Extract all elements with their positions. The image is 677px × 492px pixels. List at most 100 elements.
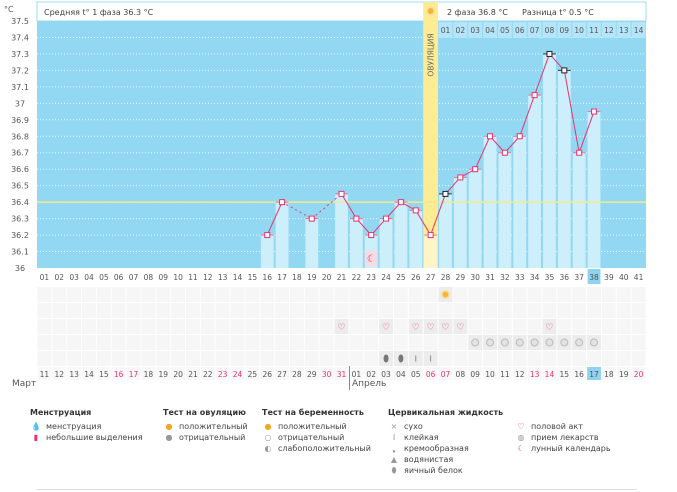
grid-cell[interactable] — [319, 319, 334, 334]
grid-cell[interactable] — [186, 351, 200, 366]
grid-cell[interactable] — [542, 351, 557, 366]
calendar-date-cell[interactable] — [230, 367, 245, 380]
grid-cell[interactable] — [438, 303, 453, 318]
grid-cell[interactable] — [141, 303, 156, 318]
grid-cell[interactable] — [587, 319, 601, 334]
grid-cell[interactable] — [601, 319, 616, 334]
grid-cell[interactable] — [512, 287, 527, 302]
calendar-date-cell[interactable] — [275, 367, 290, 380]
temperature-point[interactable] — [561, 67, 568, 74]
grid-cell[interactable] — [542, 287, 557, 302]
grid-cell[interactable] — [304, 351, 319, 366]
grid-cell[interactable] — [557, 287, 572, 302]
intercourse-cell[interactable] — [453, 319, 468, 334]
grid-cell[interactable] — [631, 303, 646, 318]
temperature-point[interactable] — [546, 50, 553, 57]
grid-cell[interactable] — [260, 303, 275, 318]
grid-cell[interactable] — [260, 351, 275, 366]
grid-cell[interactable] — [304, 287, 319, 302]
temperature-point[interactable] — [591, 108, 598, 115]
calendar-date-cell[interactable] — [453, 367, 468, 380]
grid-cell[interactable] — [364, 335, 379, 350]
grid-cell[interactable] — [631, 335, 646, 350]
intercourse-cell[interactable] — [334, 319, 349, 334]
grid-cell[interactable] — [349, 319, 364, 334]
grid-cell[interactable] — [557, 303, 572, 318]
temperature-point[interactable] — [308, 215, 315, 222]
grid-cell[interactable] — [82, 319, 96, 334]
grid-cell[interactable] — [527, 287, 542, 302]
calendar-date-cell[interactable] — [245, 367, 260, 380]
grid-cell[interactable] — [111, 351, 126, 366]
grid-cell[interactable] — [290, 319, 304, 334]
temperature-point[interactable] — [264, 232, 271, 239]
grid-cell[interactable] — [126, 351, 141, 366]
grid-cell[interactable] — [557, 319, 572, 334]
grid-cell[interactable] — [616, 351, 631, 366]
calendar-date-cell[interactable] — [483, 367, 497, 380]
grid-cell[interactable] — [37, 335, 52, 350]
calendar-date-cell[interactable] — [141, 367, 156, 380]
grid-cell[interactable] — [260, 335, 275, 350]
grid-cell[interactable] — [275, 303, 290, 318]
grid-cell[interactable] — [52, 319, 67, 334]
grid-cell[interactable] — [304, 303, 319, 318]
grid-cell[interactable] — [527, 351, 542, 366]
grid-cell[interactable] — [587, 287, 601, 302]
grid-cell[interactable] — [52, 303, 67, 318]
grid-cell[interactable] — [497, 303, 512, 318]
grid-cell[interactable] — [497, 351, 512, 366]
calendar-date-cell[interactable] — [67, 367, 82, 380]
temperature-point[interactable] — [427, 232, 434, 239]
grid-cell[interactable] — [230, 287, 245, 302]
grid-cell[interactable] — [96, 287, 111, 302]
calendar-date-cell[interactable] — [542, 367, 557, 380]
grid-cell[interactable] — [393, 335, 408, 350]
grid-cell[interactable] — [215, 319, 230, 334]
calendar-date-cell[interactable] — [631, 367, 646, 380]
calendar-date-cell[interactable] — [82, 367, 96, 380]
calendar-date-cell[interactable] — [349, 367, 364, 380]
grid-cell[interactable] — [275, 335, 290, 350]
temperature-point[interactable] — [442, 190, 449, 197]
temperature-point[interactable] — [412, 207, 419, 214]
calendar-date-cell[interactable] — [111, 367, 126, 380]
grid-cell[interactable] — [572, 319, 587, 334]
grid-cell[interactable] — [512, 303, 527, 318]
grid-cell[interactable] — [616, 335, 631, 350]
grid-cell[interactable] — [483, 351, 497, 366]
grid-cell[interactable] — [319, 303, 334, 318]
grid-cell[interactable] — [364, 303, 379, 318]
intercourse-cell[interactable] — [408, 319, 423, 334]
grid-cell[interactable] — [200, 335, 215, 350]
grid-cell[interactable] — [96, 303, 111, 318]
grid-cell[interactable] — [334, 303, 349, 318]
calendar-date-cell[interactable] — [379, 367, 393, 380]
grid-cell[interactable] — [349, 303, 364, 318]
grid-cell[interactable] — [468, 303, 483, 318]
calendar-date-cell[interactable] — [423, 367, 438, 380]
grid-cell[interactable] — [96, 319, 111, 334]
grid-cell[interactable] — [37, 351, 52, 366]
grid-cell[interactable] — [379, 303, 393, 318]
temperature-point[interactable] — [576, 149, 583, 156]
grid-cell[interactable] — [67, 351, 82, 366]
grid-cell[interactable] — [423, 335, 438, 350]
grid-cell[interactable] — [111, 335, 126, 350]
calendar-date-cell[interactable] — [96, 367, 111, 380]
grid-cell[interactable] — [453, 335, 468, 350]
temperature-point[interactable] — [531, 92, 538, 99]
grid-cell[interactable] — [67, 287, 82, 302]
grid-cell[interactable] — [393, 287, 408, 302]
grid-cell[interactable] — [171, 335, 186, 350]
calendar-date-cell[interactable] — [438, 367, 453, 380]
grid-cell[interactable] — [631, 287, 646, 302]
calendar-date-cell[interactable] — [572, 367, 587, 380]
calendar-date-cell[interactable] — [52, 367, 67, 380]
grid-cell[interactable] — [82, 335, 96, 350]
grid-cell[interactable] — [82, 303, 96, 318]
grid-cell[interactable] — [230, 303, 245, 318]
grid-cell[interactable] — [364, 287, 379, 302]
grid-cell[interactable] — [126, 303, 141, 318]
grid-cell[interactable] — [349, 335, 364, 350]
